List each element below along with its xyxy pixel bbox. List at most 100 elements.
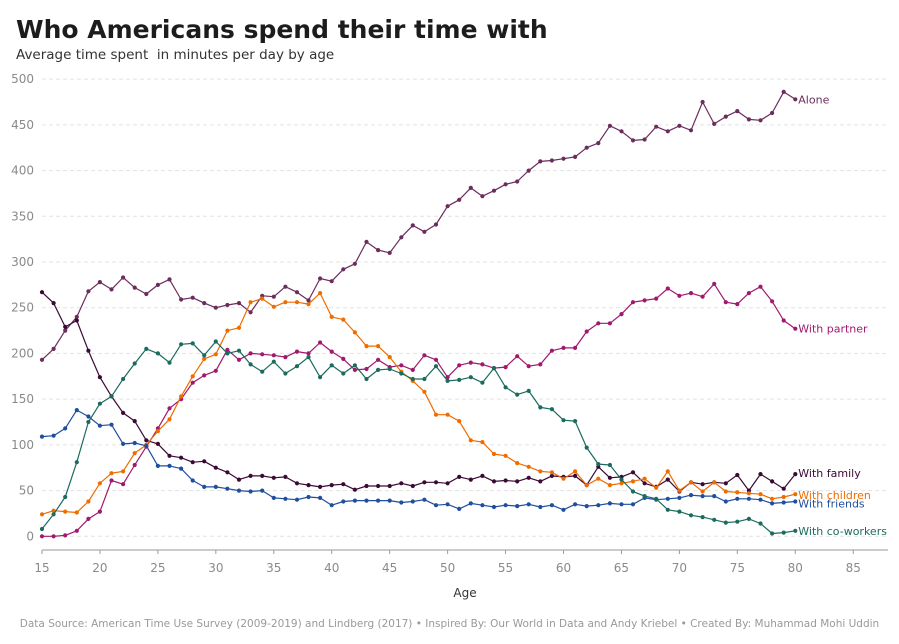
data-point-with-children <box>549 470 555 475</box>
data-point-with-friends <box>132 440 137 446</box>
data-point-with-family <box>74 318 79 323</box>
axes: 0 50 100 150 200 250 300 350 400 450 500 15 20 25 30 35… <box>11 72 888 575</box>
data-point-alone <box>700 99 705 105</box>
data-point-with-partner <box>376 357 381 362</box>
data-point-with-children <box>155 429 160 434</box>
data-point-with-co-workers <box>735 519 740 524</box>
data-point-with-friends <box>700 494 705 499</box>
data-point-alone <box>294 290 300 295</box>
data-point-with-partner <box>561 345 566 350</box>
data-point-with-children <box>758 492 763 497</box>
data-point-with-co-workers <box>271 359 276 364</box>
data-point-with-partner <box>735 302 740 307</box>
series-label-alone: Alone <box>798 93 829 106</box>
data-point-with-family <box>283 474 288 479</box>
data-point-with-co-workers <box>654 496 659 501</box>
data-point-with-friends <box>225 486 230 491</box>
data-point-with-co-workers <box>515 392 520 397</box>
data-point-with-co-workers <box>503 385 508 390</box>
data-point-alone <box>306 298 311 303</box>
data-point-with-friends <box>538 504 543 510</box>
x-tick-label: 25 <box>150 561 165 575</box>
data-point-with-co-workers <box>746 516 752 522</box>
data-point-with-partner <box>39 534 45 539</box>
data-point-with-partner <box>607 321 613 326</box>
data-point-with-co-workers <box>758 521 763 526</box>
data-point-with-co-workers <box>179 342 184 347</box>
data-point-with-co-workers <box>51 512 56 517</box>
data-point-with-friends <box>433 503 439 508</box>
data-point-alone <box>387 250 392 255</box>
data-point-with-children <box>457 419 462 424</box>
data-point-with-partner <box>213 368 218 373</box>
data-point-with-family <box>39 290 45 295</box>
data-point-with-partner <box>306 351 311 356</box>
data-point-with-co-workers <box>584 445 589 450</box>
data-point-with-co-workers <box>630 489 636 494</box>
data-point-alone <box>665 129 670 134</box>
data-point-with-family <box>271 475 276 480</box>
data-point-with-family <box>167 453 172 458</box>
data-point-with-friends <box>399 500 404 505</box>
data-point-alone <box>735 109 740 114</box>
data-point-with-family <box>132 419 137 424</box>
data-point-alone <box>746 117 752 122</box>
data-point-with-children <box>306 302 311 307</box>
data-point-with-friends <box>410 499 415 504</box>
data-point-with-children <box>619 481 624 486</box>
data-point-alone <box>236 301 242 306</box>
data-point-with-co-workers <box>526 388 531 393</box>
data-point-with-friends <box>596 503 601 508</box>
data-point-alone <box>538 159 543 164</box>
data-point-with-partner <box>665 286 670 291</box>
data-point-with-children <box>538 469 543 474</box>
data-point-with-friends <box>167 463 172 468</box>
data-point-with-family <box>179 455 184 460</box>
data-point-with-family <box>376 483 381 489</box>
data-point-with-friends <box>688 493 694 498</box>
data-point-alone <box>155 282 160 287</box>
data-point-with-children <box>283 300 288 305</box>
data-point-with-children <box>735 490 740 495</box>
data-point-with-co-workers <box>213 339 218 344</box>
data-point-alone <box>341 267 346 272</box>
data-point-with-friends <box>526 502 531 507</box>
data-point-with-partner <box>468 360 473 365</box>
data-point-with-partner <box>236 357 242 362</box>
data-point-with-co-workers <box>341 371 346 376</box>
data-point-alone <box>318 276 323 281</box>
data-point-with-children <box>121 469 126 474</box>
data-point-with-co-workers <box>399 371 404 376</box>
data-point-with-family <box>329 483 334 488</box>
y-tick-label: 100 <box>11 438 34 452</box>
data-point-alone <box>39 357 45 362</box>
data-point-with-partner <box>654 296 659 301</box>
x-tick-label: 40 <box>324 561 339 575</box>
series-line-with-co-workers <box>41 340 796 535</box>
data-point-with-family <box>260 473 265 478</box>
data-point-with-family <box>51 301 56 306</box>
data-point-with-children <box>770 496 775 501</box>
data-point-with-children <box>746 491 752 496</box>
data-point-with-family <box>364 483 369 489</box>
data-point-with-children <box>213 352 218 357</box>
data-point-with-partner <box>457 363 462 368</box>
data-point-with-partner <box>364 366 369 372</box>
data-point-with-partner <box>190 380 195 385</box>
data-point-with-children <box>271 304 276 309</box>
data-point-alone <box>723 114 728 119</box>
data-point-alone <box>445 204 450 209</box>
data-point-with-co-workers <box>260 369 265 374</box>
data-point-with-friends <box>770 501 775 506</box>
data-point-with-partner <box>410 367 415 372</box>
data-point-with-friends <box>515 504 520 509</box>
data-point-with-partner <box>329 349 334 354</box>
data-point-with-friends <box>202 484 207 489</box>
data-point-with-family <box>144 438 149 443</box>
data-point-with-family <box>433 480 439 485</box>
data-point-with-children <box>329 314 334 319</box>
data-point-with-family <box>387 483 392 489</box>
data-point-with-friends <box>457 506 462 511</box>
data-point-with-family <box>97 375 102 380</box>
data-point-alone <box>433 222 439 227</box>
